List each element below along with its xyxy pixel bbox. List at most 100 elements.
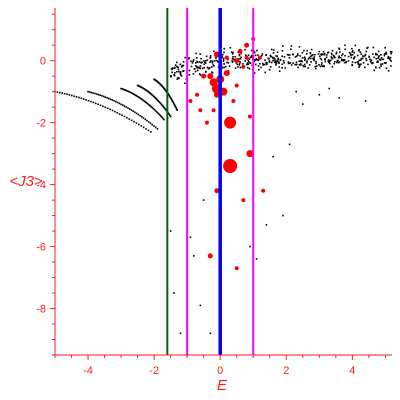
black-point (358, 48, 360, 51)
black-point (353, 51, 356, 54)
black-point (134, 94, 136, 96)
black-point (265, 54, 267, 56)
black-point (169, 75, 172, 77)
black-point (313, 56, 316, 58)
black-point (249, 245, 251, 248)
ticks-layer: -4 -2 0 2 4 0 -2 -4 -6 -8 (36, 13, 386, 377)
black-point (87, 90, 89, 93)
black-point (339, 56, 342, 59)
black-point (378, 66, 381, 69)
black-point (232, 55, 234, 58)
black-point (150, 92, 152, 95)
black-point (146, 119, 148, 122)
black-point (149, 92, 151, 94)
black-point (121, 104, 124, 106)
black-point (118, 102, 121, 105)
red-point (261, 188, 266, 193)
black-point (376, 61, 378, 63)
red-point (223, 159, 238, 174)
black-point (223, 66, 225, 69)
black-point (360, 53, 363, 55)
black-point (383, 53, 386, 55)
black-point (350, 56, 353, 59)
black-point (390, 52, 392, 55)
black-point (212, 64, 214, 66)
black-point (257, 59, 260, 62)
black-point (376, 60, 379, 63)
black-point (123, 115, 126, 118)
black-point (383, 62, 386, 64)
black-point (357, 61, 360, 63)
x-tick-label: 4 (349, 365, 355, 377)
black-point (140, 86, 142, 88)
black-point (171, 99, 173, 102)
red-point (241, 64, 246, 69)
black-point (193, 68, 196, 70)
black-point (236, 63, 239, 66)
black-point (338, 60, 341, 63)
black-point (290, 48, 292, 51)
black-point (109, 98, 112, 101)
black-point (168, 95, 171, 98)
black-point (172, 102, 175, 105)
black-point (169, 96, 172, 99)
black-point (292, 62, 294, 64)
black-point (323, 52, 326, 55)
black-point (294, 56, 297, 58)
x-axis-title: E (217, 377, 228, 394)
black-point (208, 66, 211, 69)
black-point (290, 45, 293, 47)
black-point (173, 74, 176, 77)
black-point (196, 69, 199, 72)
black-point (272, 59, 274, 62)
black-point (248, 61, 250, 63)
black-point (88, 91, 91, 93)
black-point (160, 115, 162, 117)
black-point (390, 51, 393, 53)
black-point (247, 59, 250, 62)
black-point (345, 60, 347, 63)
black-point (364, 54, 367, 57)
black-point (177, 66, 180, 69)
black-point (177, 76, 179, 79)
black-point (344, 48, 347, 51)
black-point (299, 63, 302, 65)
black-point (217, 60, 219, 63)
red-point (244, 55, 249, 60)
black-point (137, 85, 140, 87)
black-point (151, 94, 154, 96)
black-point (265, 63, 268, 66)
black-point (101, 95, 103, 97)
black-point (254, 59, 257, 61)
black-point (250, 56, 253, 58)
black-point (323, 54, 326, 56)
black-point (257, 65, 260, 67)
black-point (146, 90, 149, 92)
black-point (339, 51, 341, 53)
black-point (314, 53, 316, 56)
black-point (173, 67, 176, 70)
black-point (301, 103, 304, 105)
black-point (272, 57, 274, 60)
black-point (381, 63, 384, 65)
red-point (234, 83, 239, 88)
black-point (199, 74, 202, 76)
black-point (222, 58, 225, 61)
black-point (307, 58, 310, 60)
black-point (231, 60, 233, 62)
black-point (134, 111, 136, 114)
black-point (189, 236, 192, 239)
black-point (211, 66, 213, 68)
black-point (373, 56, 375, 59)
black-point (239, 66, 242, 69)
black-point (340, 58, 343, 61)
black-point (247, 66, 249, 69)
black-point (169, 115, 172, 118)
black-point (356, 61, 359, 63)
black-point (350, 54, 352, 57)
black-point (224, 65, 227, 68)
black-point (269, 54, 272, 57)
black-point (283, 56, 286, 58)
black-point (124, 89, 127, 91)
black-point (142, 117, 145, 119)
